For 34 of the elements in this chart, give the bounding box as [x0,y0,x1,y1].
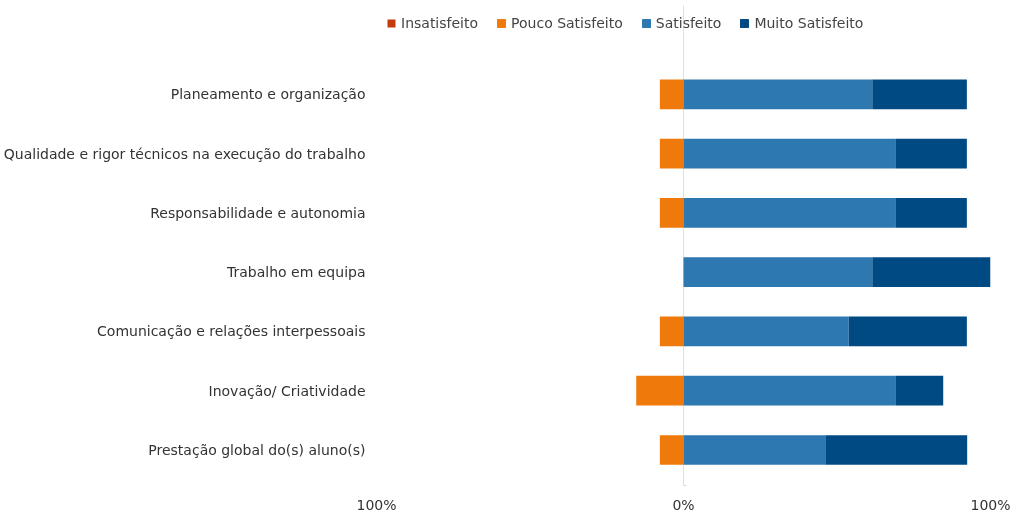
legend-label: Insatisfeito [401,15,479,31]
y-tick-label: Inovação/ Criatividade [208,382,366,399]
y-tick-label: Qualidade e rigor técnicos na execução do trabalho [3,145,366,162]
bar [895,375,944,406]
bar [683,138,896,169]
bar [659,138,684,169]
bar [683,257,873,287]
y-tick-label: Planeamento e organização [170,86,366,103]
bar [659,435,684,465]
bar [683,375,896,406]
bar [848,316,967,347]
bar [636,375,684,406]
bar [659,79,684,110]
bar [683,198,896,228]
x-tick-label: 100% [970,496,1011,513]
bar [872,79,967,110]
bar [683,316,849,347]
y-tick-label: Trabalho em equipa [226,264,366,281]
bar [825,435,968,465]
bar [895,198,967,228]
bar [659,316,684,347]
legend-label: Pouco Satisfeito [511,15,623,31]
bar [895,138,967,169]
bar [659,198,684,228]
y-tick-label: Comunicação e relações interpessoais [97,323,366,340]
y-tick-label: Responsabilidade e autonomia [150,204,366,221]
legend-label: Muito Satisfeito [754,15,864,31]
bar [872,257,991,287]
legend-label: Satisfeito [655,15,722,31]
y-tick-label: Prestação global do(s) aluno(s) [148,441,366,458]
x-tick-label: 0% [672,496,695,513]
bar [683,435,826,465]
x-tick-label: 100% [356,496,397,513]
bar [683,79,873,110]
